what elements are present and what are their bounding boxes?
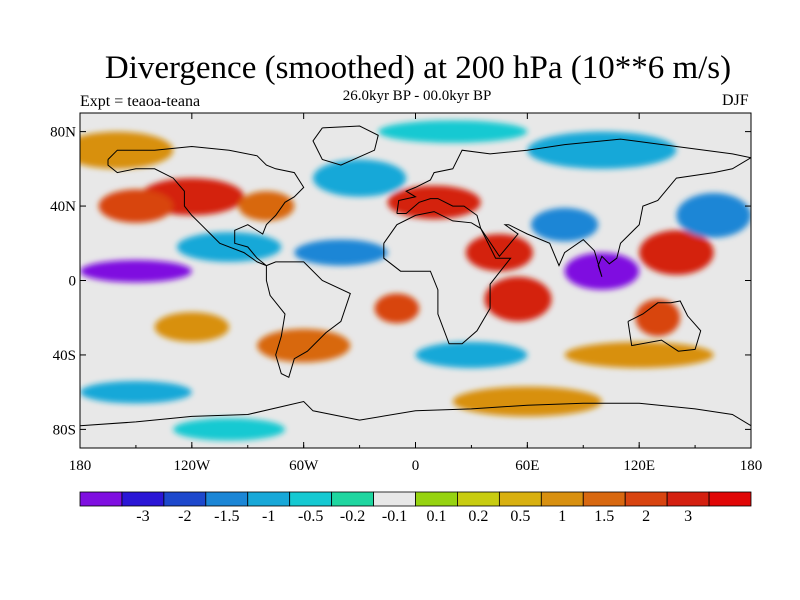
colorbar-swatch xyxy=(205,491,249,507)
x-tick-label: 120E xyxy=(623,458,655,474)
colorbar-swatch xyxy=(247,491,291,507)
colorbar-swatch xyxy=(331,491,374,507)
y-tick-label: 40S xyxy=(53,348,76,364)
field-blob xyxy=(415,341,528,368)
colorbar-label: -2 xyxy=(178,508,191,525)
experiment-label: Expt = teaoa-teana xyxy=(80,93,201,110)
chart-subtitle: 26.0kyr BP - 00.0kyr BP xyxy=(342,88,492,104)
field-blob xyxy=(527,131,677,169)
coastline-antarctica xyxy=(80,400,751,427)
field-blob xyxy=(564,252,640,290)
coastline-greenland xyxy=(312,125,379,166)
colorbar-swatch xyxy=(163,491,207,507)
coastline-south-america xyxy=(265,261,351,379)
colorbar-label: 3 xyxy=(684,508,692,525)
colorbar-label: 0.2 xyxy=(468,508,488,525)
colorbar-label: -1 xyxy=(262,508,275,525)
coastline-eurasia xyxy=(396,138,751,277)
field-blob xyxy=(238,191,295,221)
colorbar-swatch xyxy=(582,491,626,507)
y-axis: 80N 40N 0 40S 80S xyxy=(50,125,751,438)
x-tick-label: 120W xyxy=(173,458,211,474)
field-blob xyxy=(154,312,230,342)
colorbar-label: 1.5 xyxy=(594,508,614,525)
colorbar-swatch xyxy=(666,491,710,507)
field-blob xyxy=(257,328,351,363)
coastline-africa xyxy=(383,211,512,345)
coastline-australia xyxy=(627,300,702,352)
field-blob xyxy=(378,120,528,143)
x-tick-label: 180 xyxy=(69,458,92,474)
field-blob xyxy=(98,189,174,223)
colorbar-swatch xyxy=(540,491,584,507)
field-blob xyxy=(531,207,599,242)
field-blob xyxy=(294,239,388,266)
colorbar-swatch xyxy=(457,491,500,507)
field-blob xyxy=(484,276,552,322)
colorbar-label: 0.1 xyxy=(426,508,446,525)
field-blob xyxy=(80,260,192,283)
colorbar-label: 2 xyxy=(642,508,650,525)
x-tick-label: 60W xyxy=(289,458,319,474)
colorbar-label: -0.1 xyxy=(382,508,407,525)
y-tick-label: 0 xyxy=(69,274,77,290)
colorbar-label: -1.5 xyxy=(214,508,239,525)
field-blob xyxy=(676,193,751,238)
x-axis: 180 120W 60W 0 60E 120E 180 xyxy=(69,113,763,474)
colorbar-swatch xyxy=(415,491,458,507)
field-blob xyxy=(173,418,286,441)
chart-title: Divergence (smoothed) at 200 hPa (10**6 … xyxy=(104,50,732,86)
field-blob xyxy=(387,185,481,220)
colorbar-label: 0.5 xyxy=(510,508,530,525)
colorbar-swatch xyxy=(498,491,542,507)
coastline-north-america xyxy=(107,145,305,267)
colorbar-swatch xyxy=(79,491,123,507)
y-tick-label: 40N xyxy=(50,199,76,215)
colorbar: -3 -2 -1.5 -1 -0.5 -0.2 -0.1 0.1 0.2 0.5 1 1.5 2 3 xyxy=(79,491,752,525)
divergence-field xyxy=(80,120,751,441)
colorbar-label: -3 xyxy=(136,508,149,525)
field-blob xyxy=(312,159,407,197)
field-blob xyxy=(564,341,714,368)
y-tick-label: 80N xyxy=(50,125,76,141)
colorbar-swatch xyxy=(289,491,333,507)
colorbar-label: 1 xyxy=(558,508,566,525)
colorbar-label: -0.5 xyxy=(298,508,323,525)
colorbar-label: -0.2 xyxy=(340,508,365,525)
field-blob xyxy=(452,386,602,417)
x-tick-label: 180 xyxy=(740,458,763,474)
colorbar-swatch xyxy=(121,491,165,507)
field-blob xyxy=(374,293,420,324)
field-blob xyxy=(465,233,533,272)
field-blob xyxy=(635,299,681,337)
season-label: DJF xyxy=(722,92,749,109)
coastlines xyxy=(80,125,751,427)
field-blob xyxy=(639,230,714,275)
x-tick-label: 60E xyxy=(515,458,539,474)
colorbar-swatch xyxy=(624,491,668,507)
x-tick-label: 0 xyxy=(412,458,420,474)
colorbar-swatch xyxy=(373,491,416,507)
field-blob xyxy=(80,381,192,404)
y-tick-label: 80S xyxy=(53,422,76,438)
colorbar-swatch xyxy=(708,491,752,507)
